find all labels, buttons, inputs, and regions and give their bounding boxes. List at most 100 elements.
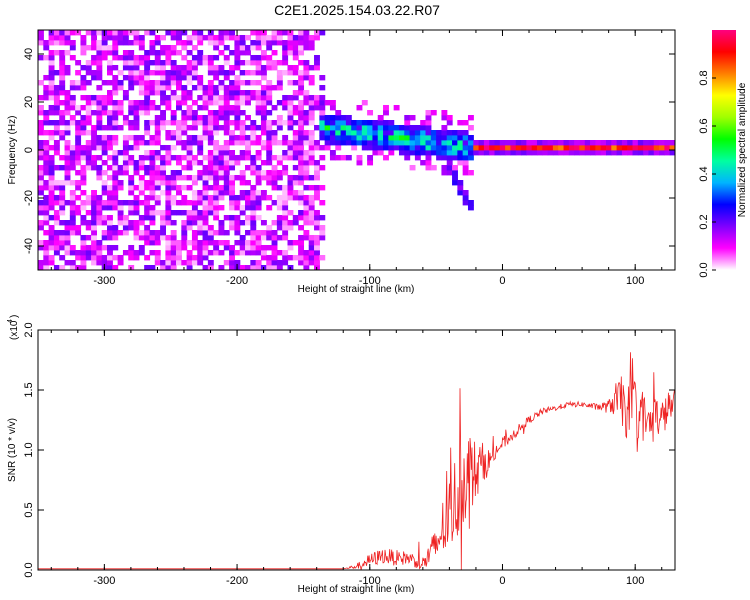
spectrogram-cell [287,95,294,101]
spectrogram-cell [526,150,533,156]
spectrogram-cell [186,260,193,266]
spectrogram-cell [467,200,474,206]
spectrogram-cell [117,80,124,86]
spectrogram-cell [85,110,92,116]
spectrogram-cell [165,120,172,126]
spectrogram-cell [250,160,257,166]
spectrogram-cell [276,60,283,66]
spectrogram-cell [239,35,246,41]
spectrogram-cell [425,160,432,166]
spectrogram-cell [138,55,145,61]
spectrogram-cell [388,140,395,146]
spectrogram-cell [59,65,66,71]
spectrogram-cell [122,115,129,121]
spectrogram-cell [85,145,92,151]
y-tick-label: -40 [23,238,35,254]
spectrogram-cell [85,100,92,106]
spectrogram-cell [133,205,140,211]
spectrogram-cell [112,30,119,36]
spectrogram-cell [276,100,283,106]
spectrogram-cell [542,145,549,151]
spectrogram-cell [186,185,193,191]
spectrogram-cell [112,50,119,56]
spectrogram-cell [234,110,241,116]
spectrogram-cell [160,215,166,221]
spectrogram-cell [213,70,220,76]
spectrogram-cell [144,70,151,76]
spectrogram-cell [213,90,220,96]
spectrogram-cell [250,120,257,126]
spectrogram-cell [138,230,145,236]
spectrogram-cell [85,255,92,261]
spectrogram-cell [515,145,522,151]
spectrogram-cell [266,135,273,141]
spectrogram-cell [345,120,352,126]
spectrogram-cell [112,110,119,116]
spectrogram-cell [112,150,119,156]
spectrogram-cell [298,85,305,91]
spectrogram-cell [149,100,156,106]
spectrogram-cell [154,115,161,121]
spectrogram-cell [271,265,278,270]
spectrogram-cell [53,120,60,126]
spectrogram-cell [372,150,379,156]
spectrogram-cell [69,95,76,101]
spectrogram-cell [245,70,251,76]
spectrogram-cell [276,225,283,231]
spectrogram-cell [298,115,305,121]
spectrogram-cell [138,185,145,191]
spectrogram-cell [552,150,559,156]
spectrogram-cell [101,140,108,146]
spectrogram-cell [149,205,156,211]
spectrogram-cell [250,215,257,221]
spectrogram-cell [191,210,198,216]
spectrogram-cell [260,100,267,106]
spectrogram-cell [616,145,623,151]
spectrogram-cell [276,175,283,181]
spectrogram-cell [202,165,209,171]
spectrogram-cell [303,120,310,126]
spectrogram-cell [292,110,299,116]
spectrogram-cell [314,245,320,251]
spectrogram-cell [69,55,76,61]
spectrogram-cell [367,130,374,136]
spectrogram-cell [319,105,326,111]
spectrogram-cell [659,140,665,146]
spectrogram-cell [213,240,220,246]
spectrogram-cell [245,190,251,196]
spectrogram-cell [59,40,66,46]
spectrogram-cell [282,50,289,56]
spectrogram-cell [75,205,82,211]
spectrogram-cell [181,230,188,236]
spectrogram-cell [186,105,193,111]
spectrogram-cell [138,160,145,166]
spectrogram-cell [85,250,92,256]
spectrogram-cell [117,105,124,111]
spectrogram-cell [96,210,103,216]
spectrogram-cell [372,130,379,136]
spectrogram-cell [404,135,411,141]
spectrogram-cell [584,140,591,146]
spectrogram-cell [287,120,294,126]
spectrogram-cell [292,175,299,181]
spectrogram-cell [59,235,66,241]
spectrogram-cell [170,70,177,76]
spectrogram-cell [324,140,331,146]
spectrogram-cell [314,60,320,66]
spectrogram-cell [85,30,92,36]
spectrogram-cell [446,130,453,136]
spectrogram-cell [43,230,50,236]
spectrogram-cell [53,90,60,96]
spectrogram-cell [53,105,60,111]
spectrogram-cell [122,155,129,161]
spectrogram-cell [388,125,395,131]
spectrogram-cell [266,120,273,126]
spectrogram-cell [144,155,151,161]
spectrogram-cell [91,215,97,221]
spectrogram-cell [223,125,230,131]
spectrogram-cell [664,145,671,151]
spectrogram-cell [213,120,220,126]
spectrogram-cell [43,55,50,61]
spectrogram-cell [223,145,230,151]
spectrogram-cell [69,165,76,171]
